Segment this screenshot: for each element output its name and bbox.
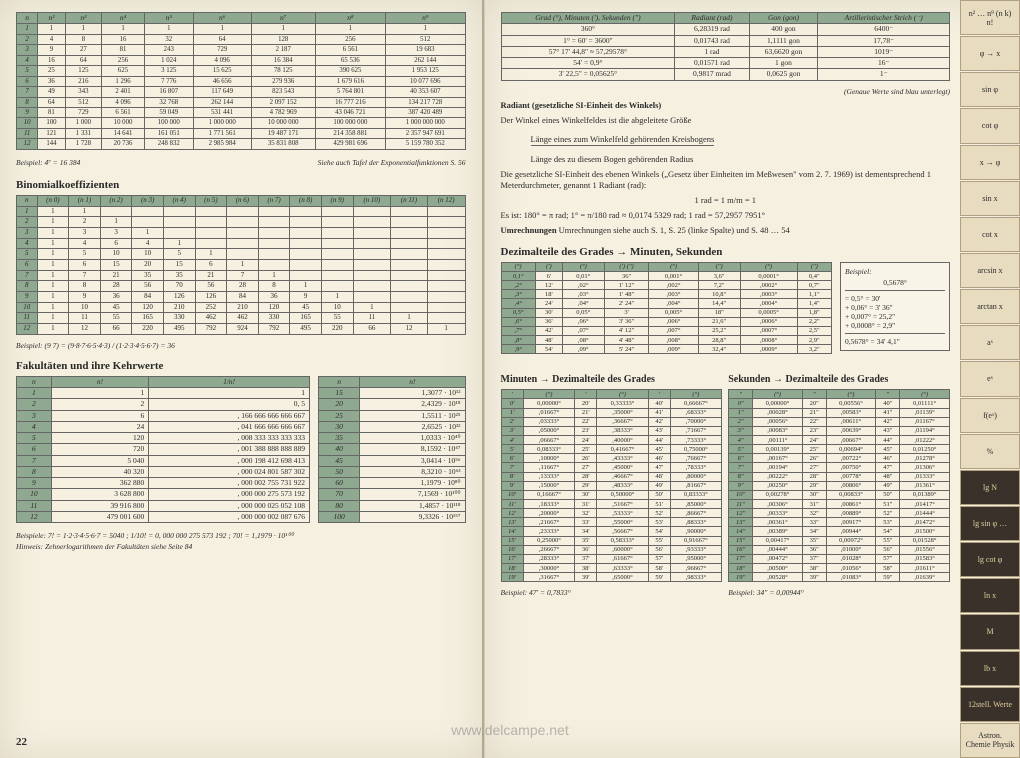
index-tab[interactable]: arctan x [960, 289, 1020, 324]
index-tab[interactable]: eˣ [960, 361, 1020, 396]
index-tab[interactable]: f(eˣ) [960, 398, 1020, 433]
index-tab[interactable]: n² … n⁹ (n k) n! [960, 0, 1020, 35]
index-tab[interactable]: lg N [960, 470, 1020, 505]
index-tab[interactable]: arcsin x [960, 253, 1020, 288]
factorial-title: Fakultäten und ihre Kehrwerte [16, 360, 466, 372]
binomial-table: n(n 0)(n 1)(n 2)(n 3)(n 4)(n 5)(n 6)(n 7… [16, 195, 466, 335]
radiant-line6: Umrechnungen Umrechnungen siehe auch S. … [501, 225, 951, 236]
factorial-example: Beispiele: 7! = 1·2·3·4·5·6·7 = 5040 ; 1… [16, 531, 466, 540]
sec-to-dec-table: "(°)"(°)"(°) 0"0,00000°20"0,00556°40"0,0… [728, 389, 950, 582]
dec-example-box: Beispiel: 0,5678° = 0,5° = 30'+ 0,06° = … [840, 262, 950, 351]
dec-to-minsec-title: Dezimalteile des Grades → Minuten, Sekun… [501, 246, 951, 258]
left-page: nn²n³n⁴n⁵n⁶n⁷n⁸n⁹ 1111111112481632641282… [0, 0, 484, 758]
watermark: www.delcampe.net [451, 722, 569, 738]
index-tab[interactable]: lb x [960, 651, 1020, 686]
min-to-dec-title: Minuten → Dezimalteile des Grades [501, 374, 723, 385]
index-tab[interactable]: ln x [960, 578, 1020, 613]
index-tabs: n² … n⁹ (n k) n!φ → xsin φcot φx → φsin … [960, 0, 1020, 758]
powers-note: Siehe auch Tafel der Exponentialfunktion… [318, 158, 466, 167]
grad-note: (Genaue Werte sind blau unterlegt) [501, 87, 951, 96]
right-page: Grad (°), Minuten ('), Sekunden (")Radia… [484, 0, 1020, 758]
index-tab[interactable]: lg sin φ … [960, 506, 1020, 541]
radiant-line5: Es ist: 180° = π rad; 1° = π/180 rad ≈ 0… [501, 210, 951, 221]
index-tab[interactable]: sin x [960, 181, 1020, 216]
grad-conversion-table: Grad (°), Minuten ('), Sekunden (")Radia… [501, 12, 951, 81]
binomial-title: Binomialkoeffizienten [16, 179, 466, 191]
powers-example: Beispiel: 4⁷ = 16 384 [16, 158, 80, 167]
index-tab[interactable]: sin φ [960, 72, 1020, 107]
index-tab[interactable]: 12stell. Werte [960, 687, 1020, 722]
radiant-formula: 1 rad = 1 m/m = 1 [501, 195, 951, 206]
index-tab[interactable]: x → φ [960, 145, 1020, 180]
radiant-line4: Die gesetzliche SI-Einheit des ebenen Wi… [501, 169, 951, 191]
index-tab[interactable]: cot x [960, 217, 1020, 252]
factorial-table-1: nn!1/n! 111220, 536, 166 666 666 666 667… [16, 376, 310, 523]
dec-to-minsec-table: (°)(')(°)(') (")(°)(")(°)(") 0,1°6'0,01°… [501, 262, 833, 354]
radiant-line1: Der Winkel eines Winkelfeldes ist die ab… [501, 115, 951, 126]
page-number-left: 22 [16, 736, 27, 748]
index-tab[interactable]: M [960, 614, 1020, 649]
index-tab[interactable]: cot φ [960, 108, 1020, 143]
index-tab[interactable]: aˣ [960, 325, 1020, 360]
binomial-example: Beispiel: (9 7) = (9·8·7·6·5·4·3) / (1·2… [16, 341, 466, 350]
sec-example: Beispiel: 34" = 0,00944° [728, 588, 950, 597]
index-tab[interactable]: Astron. Chemie Physik [960, 723, 1020, 758]
index-tab[interactable]: φ → x [960, 36, 1020, 71]
factorial-note: Hinweis: Zehnerlogarithmen der Fakultäte… [16, 542, 466, 551]
factorial-table-2: nn! 151,3077 · 10¹²202,4329 · 10¹⁸251,55… [318, 376, 466, 523]
radiant-title: Radiant (gesetzliche SI-Einheit des Wink… [501, 100, 951, 111]
radiant-line2: Länge eines zum Winkelfeld gehörenden Kr… [531, 134, 715, 146]
min-example: Beispiel: 47' = 0,7833° [501, 588, 723, 597]
index-tab[interactable]: lg cot φ [960, 542, 1020, 577]
radiant-line3: Länge des zu diesem Bogen gehörenden Rad… [531, 154, 951, 165]
sec-to-dec-title: Sekunden → Dezimalteile des Grades [728, 374, 950, 385]
index-tab[interactable]: % [960, 434, 1020, 469]
powers-table: nn²n³n⁴n⁵n⁶n⁷n⁸n⁹ 1111111112481632641282… [16, 12, 466, 150]
min-to-dec-table: '(°)'(°)'(°) 0'0,00000°20'0,33333°40'0,6… [501, 389, 723, 582]
